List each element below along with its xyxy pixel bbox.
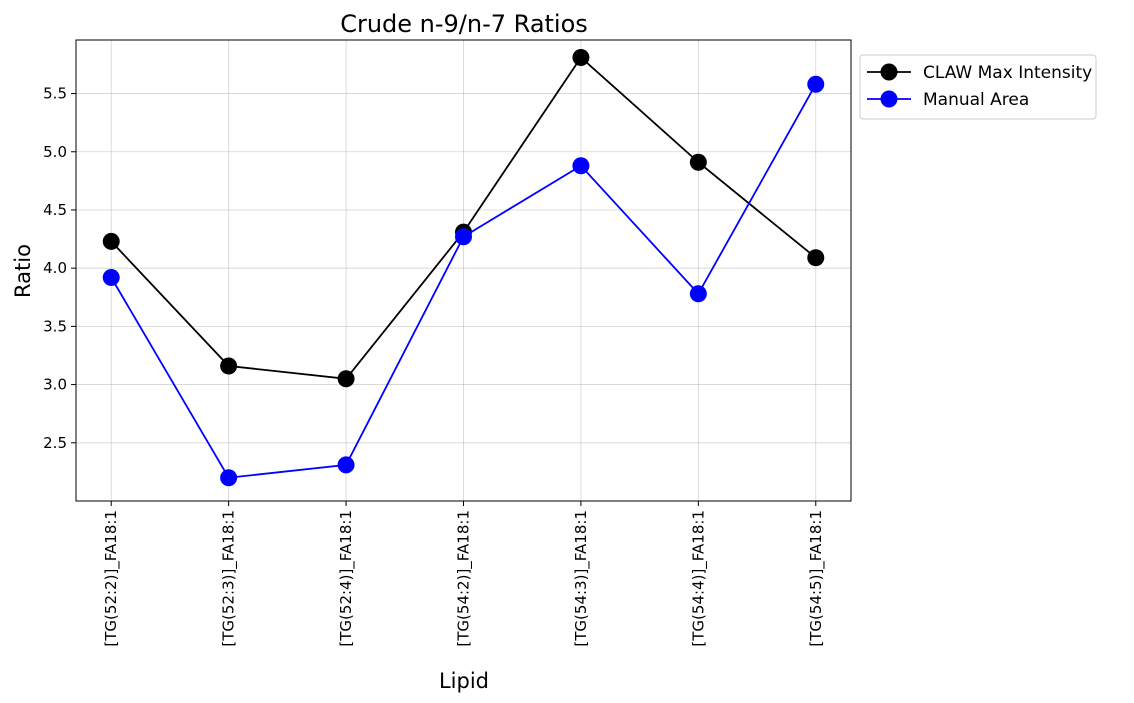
y-tick-label: 3.0 bbox=[43, 376, 67, 394]
legend: CLAW Max Intensity Manual Area bbox=[859, 54, 1097, 120]
y-tick-label: 2.5 bbox=[43, 434, 67, 452]
x-tick-label: [TG(54:3)]_FA18:1 bbox=[572, 510, 591, 647]
x-tick-label: [TG(52:2)]_FA18:1 bbox=[102, 510, 121, 647]
data-point bbox=[337, 370, 355, 388]
legend-frame bbox=[859, 54, 1097, 120]
data-point bbox=[807, 249, 825, 267]
series-1 bbox=[102, 75, 825, 487]
legend-marker bbox=[880, 63, 898, 81]
legend-label: Manual Area bbox=[923, 90, 1029, 110]
x-tick-label: [TG(52:3)]_FA18:1 bbox=[220, 510, 239, 647]
x-tick-label: [TG(52:4)]_FA18:1 bbox=[337, 510, 356, 647]
data-point bbox=[572, 48, 590, 66]
legend-marker bbox=[880, 90, 898, 108]
data-point bbox=[220, 469, 238, 487]
legend-label: CLAW Max Intensity bbox=[923, 63, 1092, 83]
x-axis: [TG(52:2)]_FA18:1 [TG(52:3)]_FA18:1 [TG(52… bbox=[102, 501, 826, 647]
series-layer bbox=[102, 48, 825, 487]
grid-lines bbox=[76, 40, 851, 501]
data-point bbox=[102, 232, 120, 250]
data-point bbox=[455, 228, 472, 246]
y-tick-label: 4.0 bbox=[43, 259, 67, 277]
y-axis: 2.5 3.0 3.5 4.0 4.5 5.0 5.5 bbox=[43, 85, 76, 452]
y-tick-label: 5.5 bbox=[43, 85, 67, 103]
data-point bbox=[689, 153, 707, 171]
x-tick-label: [TG(54:5)]_FA18:1 bbox=[807, 510, 826, 647]
data-point bbox=[220, 357, 238, 375]
legend-entry: Manual Area bbox=[867, 90, 1029, 110]
y-axis-label: Ratio bbox=[11, 244, 35, 298]
x-axis-label: Lipid bbox=[439, 669, 489, 693]
data-point bbox=[689, 285, 707, 303]
y-tick-label: 4.5 bbox=[43, 201, 67, 219]
legend-entry: CLAW Max Intensity bbox=[867, 63, 1092, 83]
x-tick-label: [TG(54:4)]_FA18:1 bbox=[689, 510, 708, 647]
y-tick-label: 5.0 bbox=[43, 143, 67, 161]
x-tick-label: [TG(54:2)]_FA18:1 bbox=[455, 510, 474, 647]
chart-title: Crude n-9/n-7 Ratios bbox=[340, 10, 588, 38]
y-tick-label: 3.5 bbox=[43, 317, 67, 335]
data-point bbox=[572, 157, 590, 175]
data-point bbox=[102, 268, 120, 286]
data-point bbox=[807, 75, 825, 93]
data-point bbox=[337, 456, 355, 474]
